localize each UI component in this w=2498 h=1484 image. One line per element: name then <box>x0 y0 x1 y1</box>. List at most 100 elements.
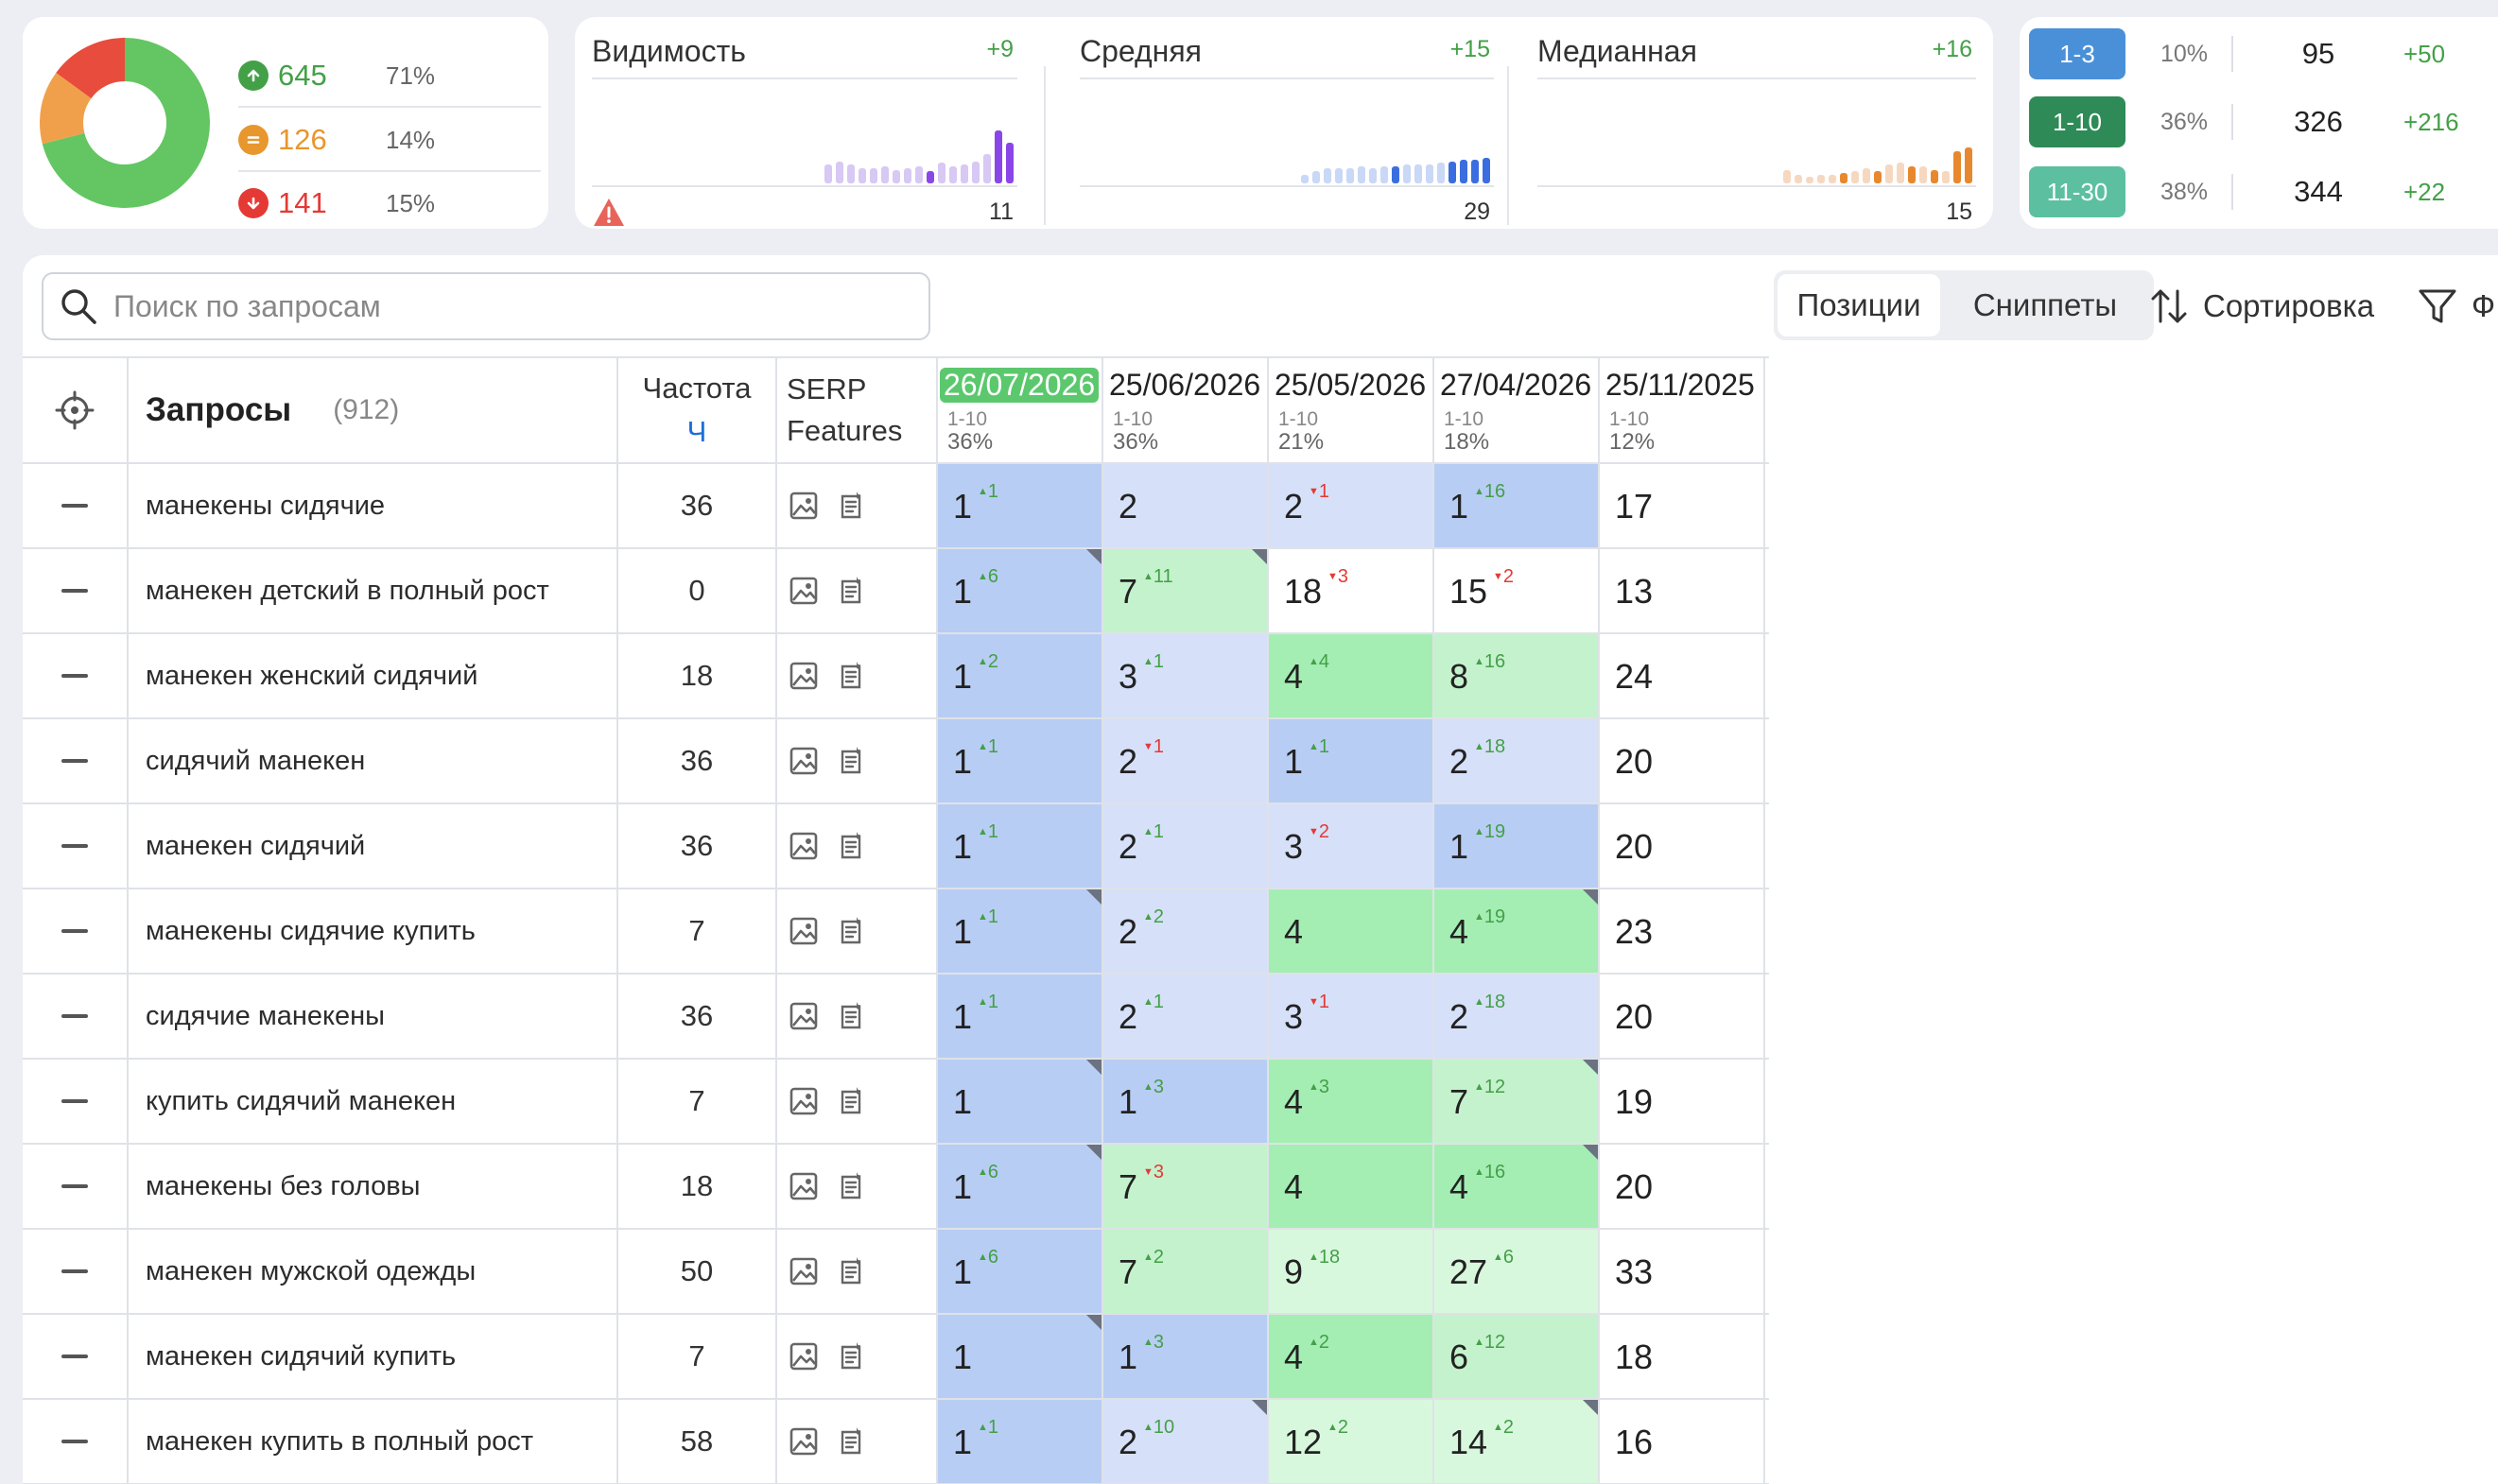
position-cell[interactable]: 3 ▲1 <box>1103 634 1269 717</box>
featured-snippet-icon[interactable] <box>834 574 868 608</box>
position-cell[interactable]: 2 ▼1 <box>1103 719 1269 802</box>
table-row[interactable]: купить сидячий манекен 7 1 1 ▲3 4 ▲3 7 ▲12 19 <box>23 1060 1769 1145</box>
query-cell[interactable]: манекены сидячие купить <box>129 889 618 973</box>
track-cell[interactable] <box>23 1315 129 1398</box>
position-cell[interactable]: 4 ▲3 <box>1269 1060 1434 1143</box>
position-cell[interactable]: 33 <box>1600 1230 1765 1313</box>
featured-snippet-icon[interactable] <box>834 659 868 693</box>
track-cell[interactable] <box>23 975 129 1058</box>
position-cell[interactable]: 1 ▲1 <box>1269 719 1434 802</box>
position-cell[interactable]: 1 ▲1 <box>938 804 1103 888</box>
frequency-unit-link[interactable]: Ч <box>686 415 707 448</box>
image-icon[interactable] <box>787 914 821 948</box>
position-cell[interactable]: 23 <box>1600 889 1765 973</box>
position-cell[interactable]: 4 ▲4 <box>1269 634 1434 717</box>
position-cell[interactable]: 4 ▲2 <box>1269 1315 1434 1398</box>
date-header[interactable]: 25/06/2026 1-10 36% <box>1103 358 1269 462</box>
summary-row-down[interactable]: 141 15% <box>238 172 541 234</box>
position-cell[interactable]: 1 <box>938 1315 1103 1398</box>
warning-icon[interactable] <box>592 197 626 229</box>
position-cell[interactable]: 20 <box>1600 1145 1765 1228</box>
track-cell[interactable] <box>23 464 129 547</box>
position-cell[interactable]: 2 ▲18 <box>1434 975 1600 1058</box>
track-cell[interactable] <box>23 1145 129 1228</box>
summary-row-up[interactable]: 645 71% <box>238 45 541 108</box>
date-header[interactable]: 25/11/2025 1-10 12% <box>1600 358 1765 462</box>
position-cell[interactable]: 2 <box>1103 464 1269 547</box>
minus-icon[interactable] <box>61 1355 88 1358</box>
range-row-top30[interactable]: 11-30 38% 344 +22 <box>2029 164 2498 219</box>
position-cell[interactable]: 20 <box>1600 804 1765 888</box>
summary-row-same[interactable]: 126 14% <box>238 110 541 172</box>
query-cell[interactable]: манекен детский в полный рост <box>129 549 618 632</box>
query-cell[interactable]: купить сидячий манекен <box>129 1060 618 1143</box>
position-cell[interactable]: 1 ▲3 <box>1103 1315 1269 1398</box>
position-cell[interactable]: 2 ▲18 <box>1434 719 1600 802</box>
position-cell[interactable]: 1 ▲1 <box>938 889 1103 973</box>
featured-snippet-icon[interactable] <box>834 1339 868 1373</box>
table-row[interactable]: манекены сидячие купить 7 1 ▲1 2 ▲2 4 4 ▲19 23 <box>23 889 1769 975</box>
position-cell[interactable]: 2 ▲2 <box>1103 889 1269 973</box>
position-cell[interactable]: 1 ▲6 <box>938 549 1103 632</box>
position-cell[interactable]: 4 ▲19 <box>1434 889 1600 973</box>
minus-icon[interactable] <box>61 1184 88 1188</box>
query-cell[interactable]: манекен купить в полный рост <box>129 1400 618 1483</box>
image-icon[interactable] <box>787 574 821 608</box>
position-cell[interactable]: 19 <box>1600 1060 1765 1143</box>
query-cell[interactable]: сидячие манекены <box>129 975 618 1058</box>
range-row-top3[interactable]: 1-3 10% 95 +50 <box>2029 26 2498 81</box>
minus-icon[interactable] <box>61 759 88 763</box>
date-header[interactable]: 26/07/2026 1-10 36% <box>938 358 1103 462</box>
crosshair-icon[interactable] <box>54 389 95 431</box>
position-cell[interactable]: 7 ▲12 <box>1434 1060 1600 1143</box>
date-header[interactable]: 25/05/2026 1-10 21% <box>1269 358 1434 462</box>
minus-icon[interactable] <box>61 1099 88 1103</box>
table-row[interactable]: манекен детский в полный рост 0 1 ▲6 7 ▲11 18 ▼… <box>23 549 1769 634</box>
tab-snippets[interactable]: Сниппеты <box>1972 287 2118 322</box>
position-cell[interactable]: 16 <box>1600 1400 1765 1483</box>
table-row[interactable]: манекен сидячий купить 7 1 1 ▲3 4 ▲2 6 ▲12 18 <box>23 1315 1769 1400</box>
table-row[interactable]: манекен купить в полный рост 58 1 ▲1 2 ▲10 12 ▲… <box>23 1400 1769 1484</box>
table-row[interactable]: сидячий манекен 36 1 ▲1 2 ▼1 1 ▲1 2 ▲18 20 <box>23 719 1769 804</box>
track-cell[interactable] <box>23 804 129 888</box>
track-cell[interactable] <box>23 1400 129 1483</box>
position-cell[interactable]: 18 ▼3 <box>1269 549 1434 632</box>
position-cell[interactable]: 9 ▲18 <box>1269 1230 1434 1313</box>
position-cell[interactable]: 1 <box>938 1060 1103 1143</box>
minus-icon[interactable] <box>61 1014 88 1018</box>
track-cell[interactable] <box>23 634 129 717</box>
metric-average[interactable]: Средняя +15 29 <box>1063 17 1501 229</box>
minus-icon[interactable] <box>61 589 88 593</box>
image-icon[interactable] <box>787 659 821 693</box>
table-row[interactable]: сидячие манекены 36 1 ▲1 2 ▲1 3 ▼1 2 ▲18 20 <box>23 975 1769 1060</box>
position-cell[interactable]: 27 ▲6 <box>1434 1230 1600 1313</box>
table-row[interactable]: манекен женский сидячий 18 1 ▲2 3 ▲1 4 ▲4 8 ▲16 24 <box>23 634 1769 719</box>
date-header[interactable]: 27/04/2026 1-10 18% <box>1434 358 1600 462</box>
image-icon[interactable] <box>787 1254 821 1288</box>
position-cell[interactable]: 1 ▲2 <box>938 634 1103 717</box>
position-cell[interactable]: 6 ▲12 <box>1434 1315 1600 1398</box>
image-icon[interactable] <box>787 829 821 863</box>
queries-header[interactable]: Запросы (912) <box>129 358 618 462</box>
position-cell[interactable]: 13 <box>1600 549 1765 632</box>
position-cell[interactable]: 18 <box>1600 1315 1765 1398</box>
position-cell[interactable]: 7 ▼3 <box>1103 1145 1269 1228</box>
featured-snippet-icon[interactable] <box>834 1084 868 1118</box>
position-cell[interactable]: 1 ▲16 <box>1434 464 1600 547</box>
position-cell[interactable]: 2 ▲1 <box>1103 975 1269 1058</box>
image-icon[interactable] <box>787 999 821 1033</box>
position-cell[interactable]: 1 ▲3 <box>1103 1060 1269 1143</box>
position-cell[interactable]: 12 ▲2 <box>1269 1400 1434 1483</box>
position-cell[interactable]: 2 ▲10 <box>1103 1400 1269 1483</box>
position-cell[interactable]: 3 ▼1 <box>1269 975 1434 1058</box>
image-icon[interactable] <box>787 1169 821 1203</box>
position-cell[interactable]: 20 <box>1600 719 1765 802</box>
image-icon[interactable] <box>787 489 821 523</box>
position-cell[interactable]: 1 ▲6 <box>938 1145 1103 1228</box>
position-cell[interactable]: 1 ▲1 <box>938 464 1103 547</box>
minus-icon[interactable] <box>61 504 88 508</box>
position-cell[interactable]: 1 ▲1 <box>938 719 1103 802</box>
search-box[interactable] <box>42 272 930 340</box>
featured-snippet-icon[interactable] <box>834 1254 868 1288</box>
image-icon[interactable] <box>787 1084 821 1118</box>
